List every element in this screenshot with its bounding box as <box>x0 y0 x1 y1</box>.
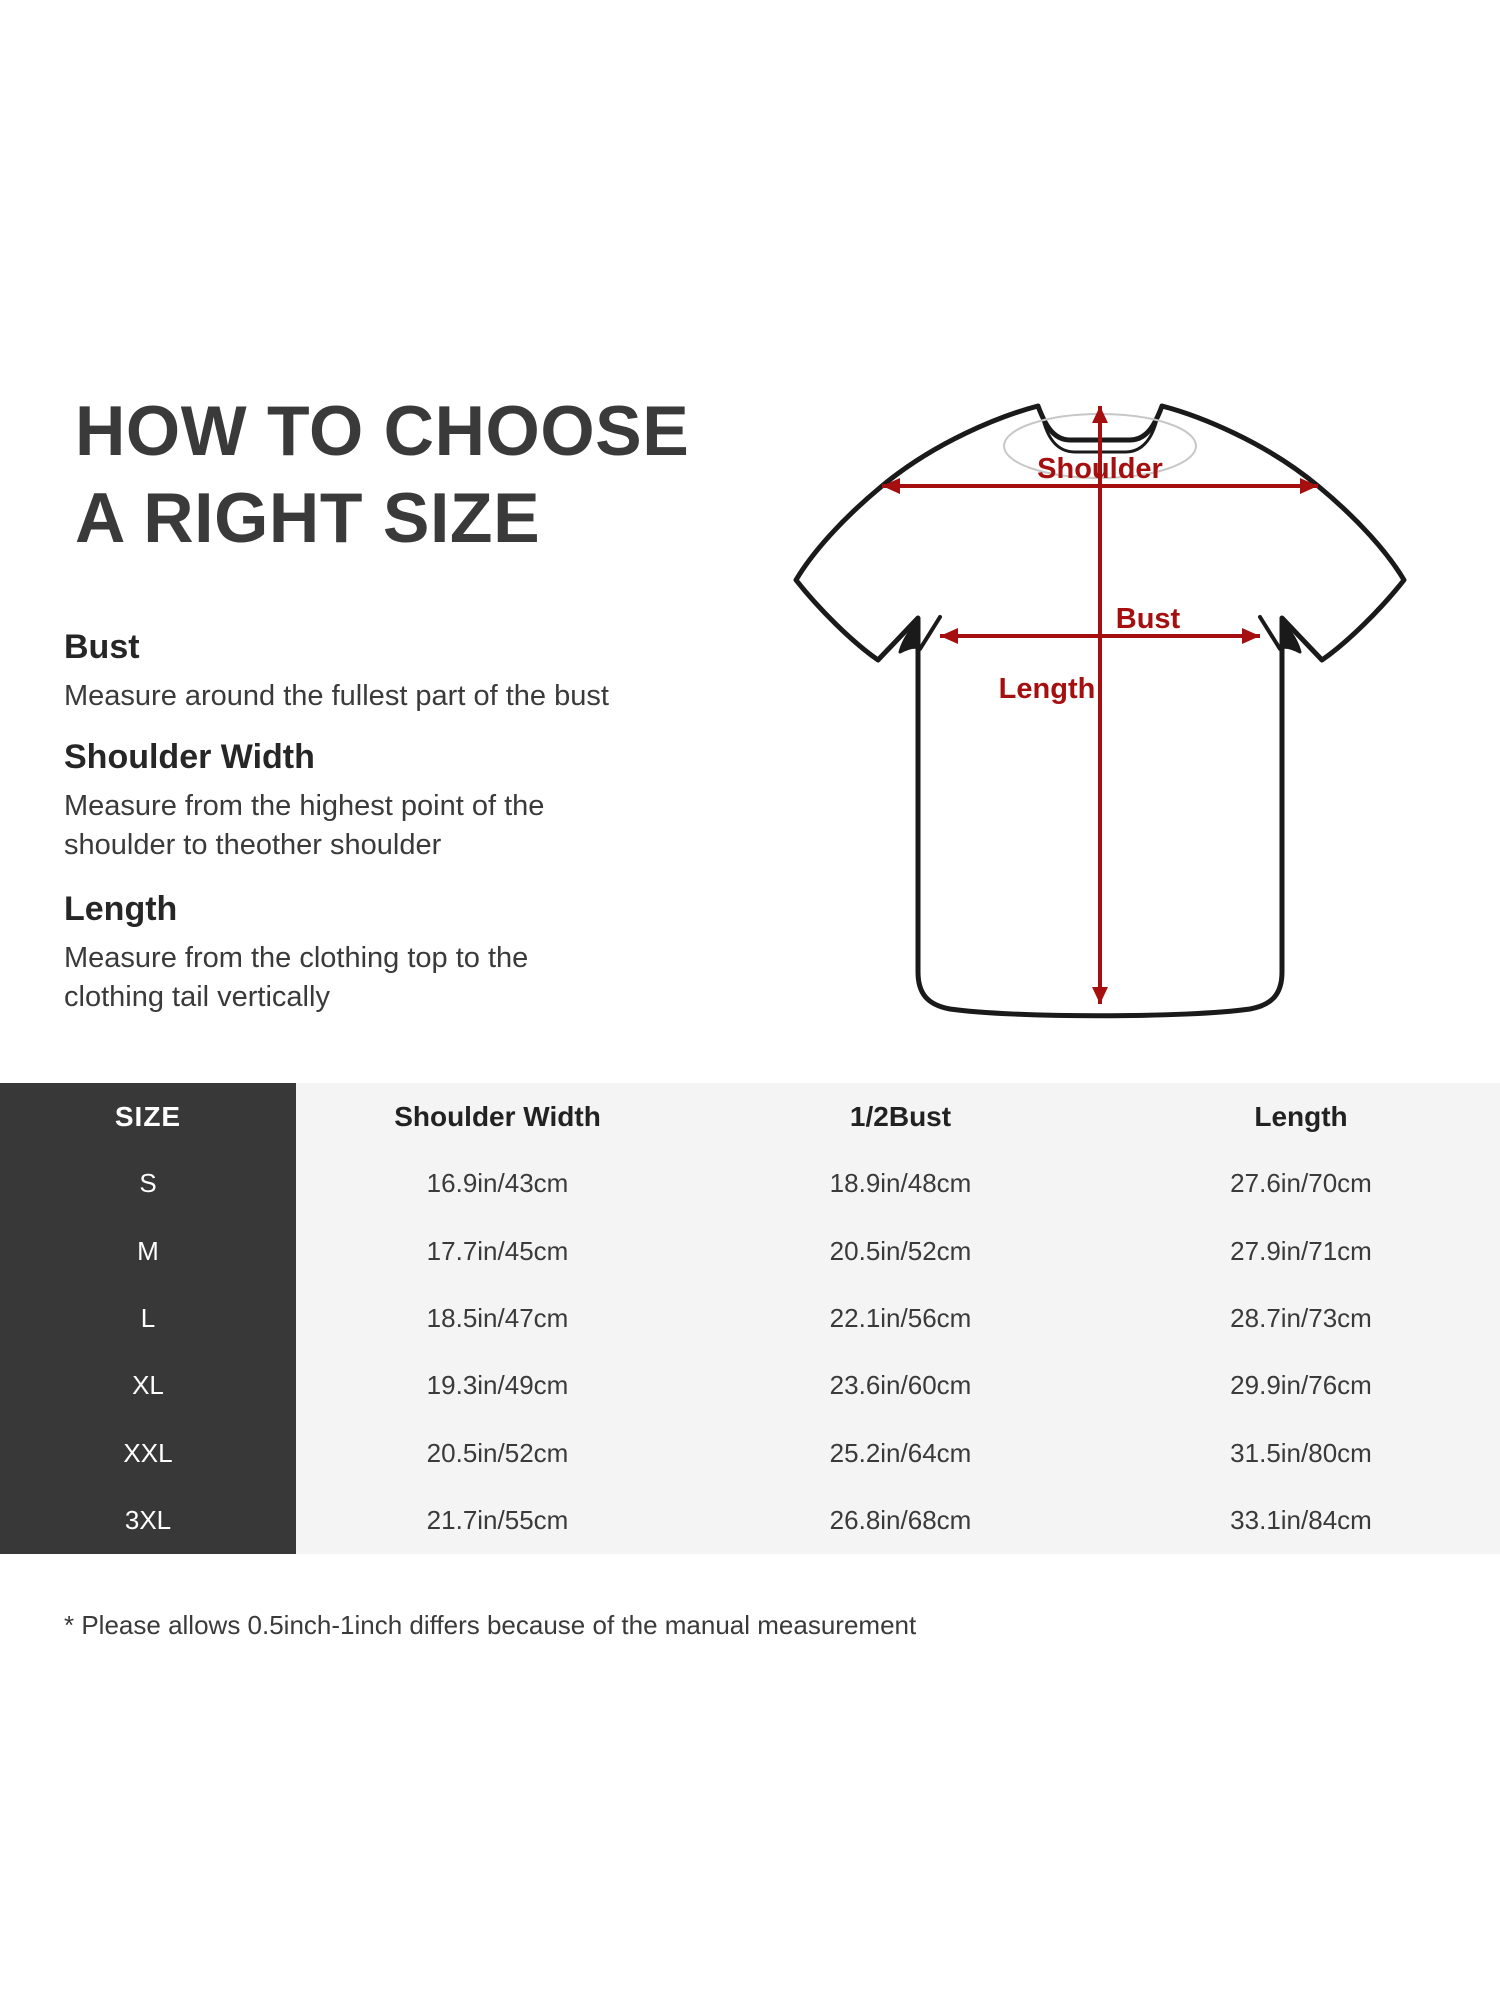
svg-text:Bust: Bust <box>1116 603 1181 635</box>
svg-text:Length: Length <box>999 673 1096 705</box>
